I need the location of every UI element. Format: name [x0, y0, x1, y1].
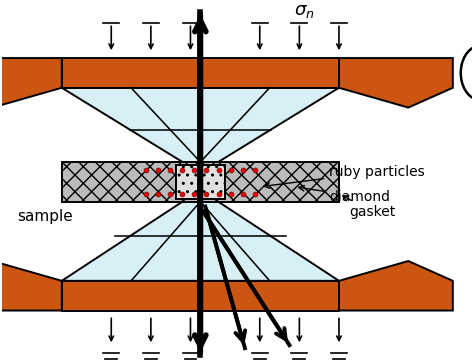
- Polygon shape: [62, 162, 339, 201]
- Polygon shape: [62, 281, 339, 310]
- Polygon shape: [339, 58, 453, 107]
- Text: ruby particles: ruby particles: [264, 165, 425, 188]
- Polygon shape: [62, 88, 339, 162]
- Polygon shape: [339, 261, 453, 310]
- Text: sample: sample: [17, 209, 73, 224]
- Polygon shape: [62, 58, 339, 88]
- Text: $\sigma_n$: $\sigma_n$: [294, 1, 315, 20]
- Text: gasket: gasket: [343, 196, 395, 219]
- Polygon shape: [0, 261, 62, 310]
- Polygon shape: [62, 201, 339, 281]
- Polygon shape: [0, 58, 62, 107]
- Text: diamond: diamond: [299, 185, 390, 204]
- Polygon shape: [175, 165, 225, 199]
